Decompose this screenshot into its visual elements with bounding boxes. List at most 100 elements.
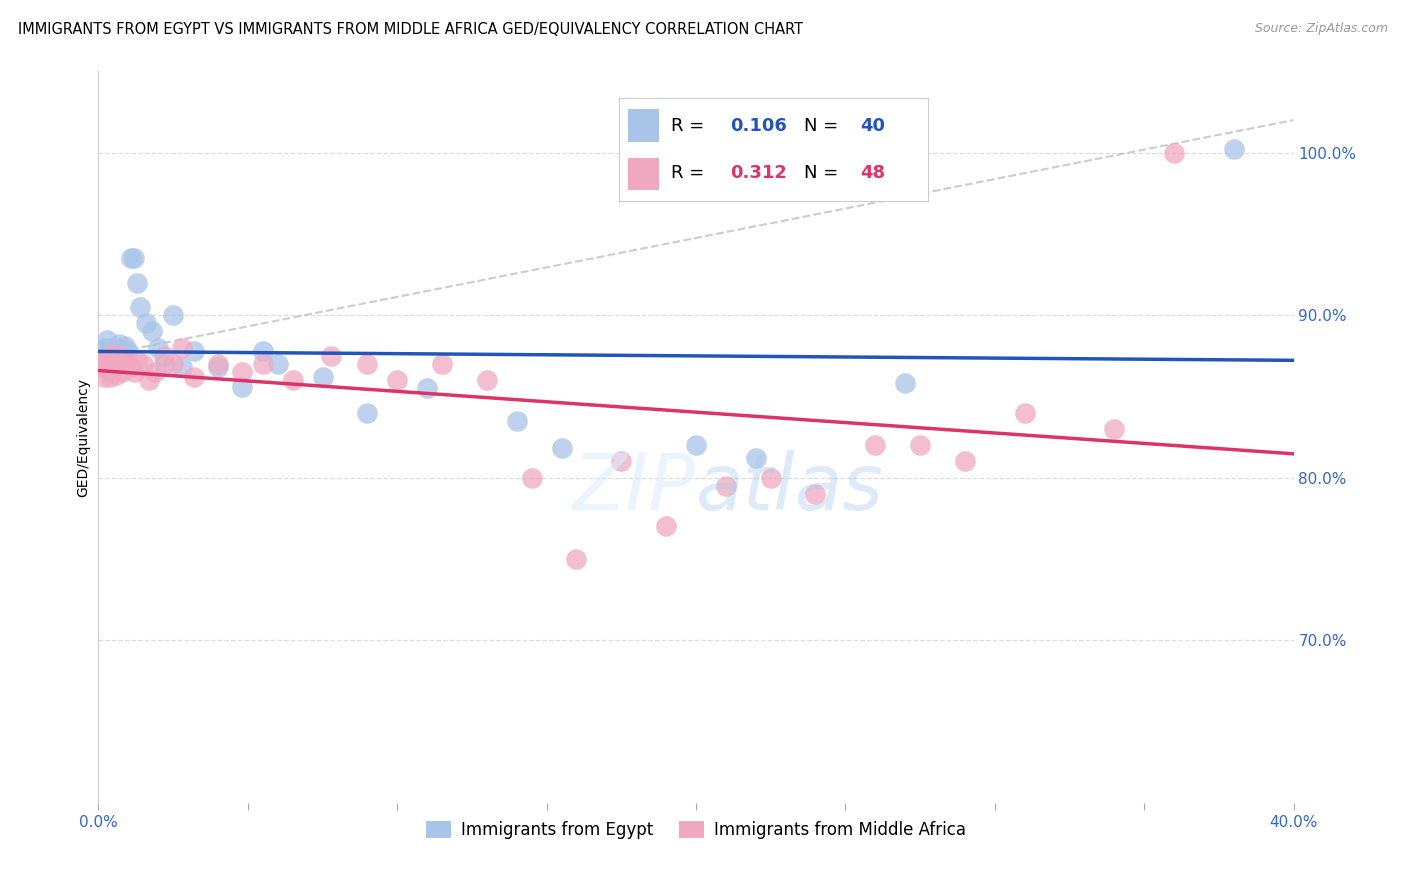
Point xyxy=(120,360,142,375)
Point xyxy=(804,487,827,501)
Point xyxy=(153,349,176,363)
Point xyxy=(108,352,131,367)
Text: R =: R = xyxy=(671,117,710,135)
Point xyxy=(475,373,498,387)
Point xyxy=(124,365,146,379)
Point xyxy=(103,353,125,368)
Point xyxy=(172,341,194,355)
Point xyxy=(103,347,125,361)
Point xyxy=(138,373,160,387)
Point xyxy=(267,357,290,371)
Point xyxy=(231,380,253,394)
Point xyxy=(894,376,917,391)
Point xyxy=(162,308,184,322)
Point xyxy=(105,347,128,361)
Point xyxy=(1223,142,1246,156)
Point xyxy=(162,357,184,371)
Point xyxy=(127,276,149,290)
Point xyxy=(252,357,274,371)
Point xyxy=(124,252,146,266)
Point xyxy=(105,368,128,383)
Point xyxy=(356,406,378,420)
Legend: Immigrants from Egypt, Immigrants from Middle Africa: Immigrants from Egypt, Immigrants from M… xyxy=(419,814,973,846)
Text: N =: N = xyxy=(804,164,844,182)
Point xyxy=(207,357,229,371)
Bar xyxy=(628,158,659,190)
Point xyxy=(111,351,134,365)
Point xyxy=(183,343,205,358)
Point xyxy=(311,370,333,384)
Text: 48: 48 xyxy=(860,164,884,182)
Point xyxy=(93,360,115,375)
Point xyxy=(714,479,737,493)
Point xyxy=(356,357,378,371)
Point xyxy=(96,333,118,347)
Point xyxy=(98,341,122,355)
Point xyxy=(93,341,115,355)
Point xyxy=(153,357,176,371)
Point xyxy=(98,353,122,368)
Point xyxy=(231,365,253,379)
Point xyxy=(93,357,115,371)
Point xyxy=(96,351,118,365)
Point xyxy=(108,357,131,371)
Point xyxy=(117,343,139,358)
Point xyxy=(565,552,588,566)
Point xyxy=(108,337,131,351)
Point xyxy=(127,353,149,368)
Point xyxy=(207,360,229,375)
Point xyxy=(114,353,136,368)
Point xyxy=(759,471,782,485)
Point xyxy=(908,438,931,452)
Point xyxy=(143,365,166,379)
Point xyxy=(745,451,768,466)
Point xyxy=(105,351,128,365)
Point xyxy=(90,357,112,371)
Point xyxy=(96,349,118,363)
Point xyxy=(610,454,633,468)
Text: atlas: atlas xyxy=(696,450,884,526)
Point xyxy=(114,339,136,353)
Text: Source: ZipAtlas.com: Source: ZipAtlas.com xyxy=(1254,22,1388,36)
Text: 0.312: 0.312 xyxy=(730,164,787,182)
Point xyxy=(105,351,128,365)
Point xyxy=(117,357,139,371)
Point xyxy=(520,471,543,485)
Point xyxy=(98,370,122,384)
Point xyxy=(172,360,194,375)
Point xyxy=(129,300,152,314)
Point xyxy=(416,381,439,395)
Point xyxy=(1104,422,1126,436)
Text: R =: R = xyxy=(671,164,710,182)
Point xyxy=(385,373,409,387)
Point xyxy=(506,414,529,428)
Point xyxy=(321,349,343,363)
Point xyxy=(103,357,125,371)
Y-axis label: GED/Equivalency: GED/Equivalency xyxy=(76,377,90,497)
Text: ZIP: ZIP xyxy=(574,450,696,526)
Text: IMMIGRANTS FROM EGYPT VS IMMIGRANTS FROM MIDDLE AFRICA GED/EQUIVALENCY CORRELATI: IMMIGRANTS FROM EGYPT VS IMMIGRANTS FROM… xyxy=(18,22,803,37)
Point xyxy=(103,343,125,358)
Point xyxy=(111,343,134,357)
Point xyxy=(1014,406,1036,420)
Bar xyxy=(628,110,659,142)
Point xyxy=(685,438,707,452)
Text: 40: 40 xyxy=(860,117,884,135)
Point xyxy=(98,357,122,371)
Point xyxy=(1163,145,1185,160)
Point xyxy=(93,370,115,384)
Point xyxy=(96,363,118,377)
Point xyxy=(281,373,304,387)
Point xyxy=(252,343,274,358)
Point xyxy=(430,357,453,371)
Point xyxy=(865,438,887,452)
Point xyxy=(655,519,678,533)
Point xyxy=(183,370,205,384)
Point xyxy=(90,349,112,363)
Point xyxy=(135,316,157,330)
Point xyxy=(148,341,170,355)
Point xyxy=(550,442,572,456)
Point xyxy=(132,357,155,371)
Point xyxy=(120,252,142,266)
Point xyxy=(953,454,976,468)
